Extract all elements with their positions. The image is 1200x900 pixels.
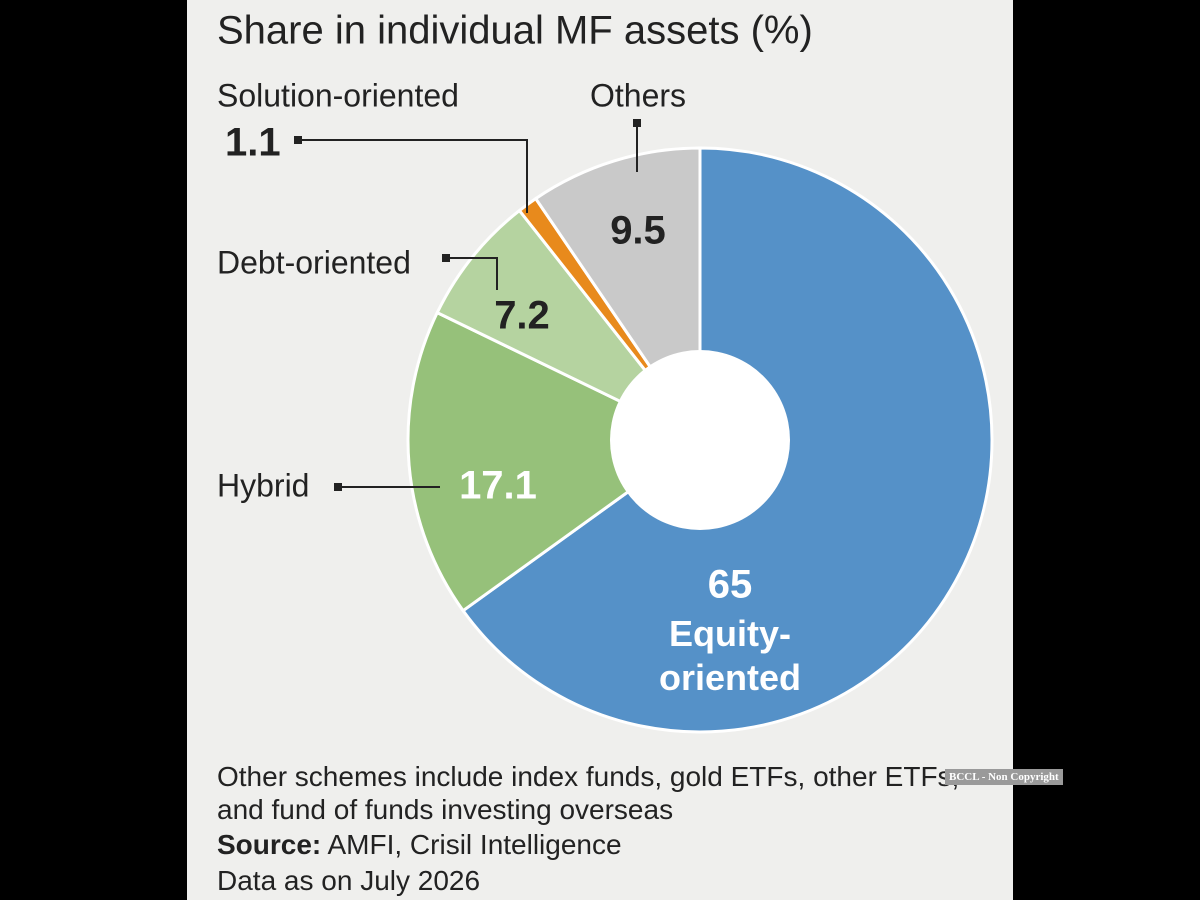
leader-marker [294,136,302,144]
value-label: 7.2 [494,294,550,338]
source-label: Source: [217,829,322,860]
category-label: Others [590,77,686,113]
leader-line [298,139,528,213]
watermark: BCCL - Non Copyright [945,769,1063,785]
value-label: 9.5 [610,209,666,253]
donut-hole [610,350,790,530]
category-label: Debt-oriented [217,244,411,280]
wedge [406,310,703,613]
source-line: Source: AMFI, Crisil Intelligence [217,828,622,861]
leader-marker [442,254,450,262]
value-label: 17.1 [459,464,537,508]
category-label: Equity-oriented [658,613,801,698]
value-label: 1.1 [225,121,281,165]
category-label: Hybrid [217,467,309,503]
date-note: Data as on July 2026 [217,865,481,896]
note: Other schemes include index funds, gold … [217,761,960,825]
chart-title: Share in individual MF assets (%) [217,9,813,53]
category-label: Solution-oriented [217,77,459,113]
value-label: 65 [708,563,753,607]
leader-marker [633,119,641,127]
leader-line [446,257,498,290]
leader-marker [334,483,342,491]
source: AMFI, Crisil Intelligence [327,829,622,860]
